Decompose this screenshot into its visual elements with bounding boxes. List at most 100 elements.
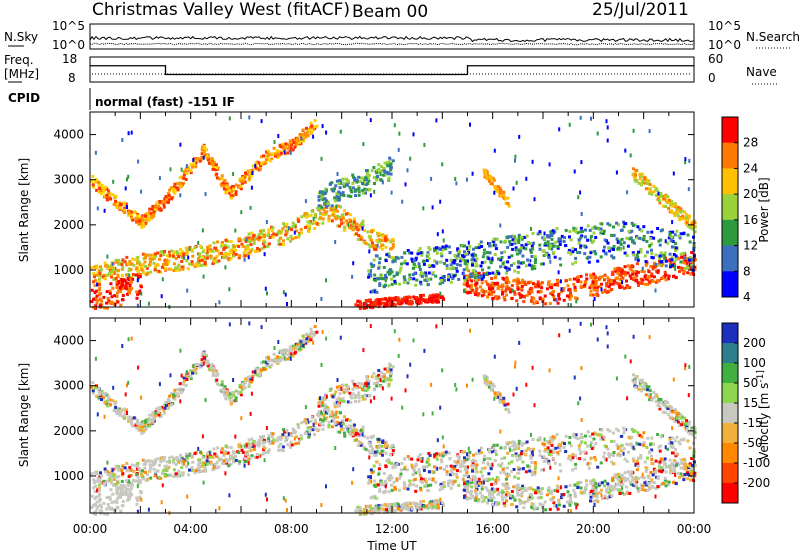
power-mark <box>619 243 623 246</box>
power-mark <box>515 180 518 185</box>
power-mark <box>462 255 466 259</box>
power-mark <box>148 263 152 267</box>
power-mark <box>214 163 218 167</box>
power-mark <box>511 238 515 242</box>
power-mark <box>271 226 275 230</box>
power-mark <box>690 263 694 267</box>
power-mark <box>309 121 313 125</box>
velocity-mark <box>545 493 549 497</box>
velocity-mark <box>327 425 331 429</box>
velocity-mark <box>343 434 347 438</box>
power-mark <box>286 302 288 306</box>
power-mark <box>640 269 644 273</box>
velocity-mark <box>172 468 176 472</box>
velocity-mark <box>299 340 303 344</box>
power-mark <box>384 278 387 283</box>
power-mark <box>216 240 220 244</box>
power-mark <box>185 259 189 263</box>
power-mark <box>441 229 444 234</box>
power-mark <box>472 252 476 256</box>
power-mark <box>169 186 173 190</box>
velocity-mark <box>313 433 317 436</box>
power-mark <box>182 255 185 260</box>
power-mark <box>320 156 323 161</box>
power-mark <box>117 258 121 262</box>
power-mark <box>400 301 404 305</box>
velocity-mark <box>370 512 374 516</box>
power-mark <box>202 274 205 279</box>
velocity-mark <box>583 491 587 495</box>
power-mark <box>359 237 363 241</box>
power-mark <box>644 187 648 191</box>
power-mark <box>151 254 155 258</box>
power-mark <box>167 250 171 254</box>
power-mark <box>682 269 686 272</box>
power-mark <box>558 257 562 261</box>
velocity-mark <box>138 427 142 431</box>
power-mark <box>251 171 254 175</box>
power-mark <box>475 257 479 261</box>
power-mark <box>94 180 97 184</box>
power-mark <box>474 264 478 268</box>
power-mark <box>165 263 168 267</box>
power-mark <box>533 261 537 264</box>
power-mark <box>648 281 652 285</box>
power-mark <box>142 271 146 275</box>
power-mark <box>287 226 290 231</box>
power-mark <box>221 181 225 185</box>
power-mark <box>612 225 615 229</box>
velocity-mark <box>239 390 243 394</box>
power-mark <box>499 223 502 228</box>
velocity-mark <box>354 509 358 513</box>
power-mark <box>202 155 205 160</box>
power-mark <box>93 275 96 279</box>
velocity-mark <box>101 392 105 396</box>
power-mark <box>602 249 606 253</box>
velocity-mark <box>247 383 251 387</box>
power-mark <box>673 260 677 264</box>
velocity-mark <box>245 452 249 456</box>
power-mark <box>98 269 102 273</box>
velocity-mark <box>215 372 219 376</box>
velocity-mark <box>116 475 120 479</box>
power-mark <box>663 274 667 278</box>
velocity-mark <box>113 475 117 479</box>
power-mark <box>595 285 599 289</box>
power-mark <box>227 188 231 192</box>
power-mark <box>588 286 592 290</box>
velocity-mark <box>339 428 343 432</box>
velocity-mark <box>512 485 516 489</box>
power-mark <box>514 278 518 282</box>
power-mark <box>482 168 486 172</box>
velocity-mark <box>215 454 218 458</box>
power-mark <box>635 236 639 240</box>
power-mark <box>108 271 112 275</box>
power-mark <box>191 254 195 258</box>
power-mark <box>462 268 466 272</box>
power-mark <box>151 213 155 216</box>
velocity-mark <box>466 480 470 484</box>
power-mark <box>165 258 169 262</box>
power-mark <box>634 270 638 274</box>
velocity-mark <box>196 463 200 467</box>
power-mark <box>163 200 167 204</box>
power-mark <box>297 233 301 237</box>
velocity-mark <box>98 478 102 482</box>
velocity-mark <box>108 495 112 499</box>
velocity-mark <box>336 430 340 434</box>
power-mark <box>315 124 319 128</box>
power-mark <box>118 206 122 210</box>
power-mark <box>190 248 194 252</box>
power-mark <box>628 266 632 270</box>
power-mark <box>576 275 580 279</box>
velocity-mark <box>205 362 209 366</box>
power-mark <box>310 129 314 133</box>
power-mark <box>262 235 266 238</box>
velocity-mark <box>283 430 287 434</box>
velocity-mark <box>345 425 348 429</box>
power-mark <box>654 193 658 197</box>
power-mark <box>497 285 501 288</box>
power-mark <box>678 236 682 240</box>
power-mark <box>173 182 177 186</box>
velocity-mark <box>210 368 214 372</box>
